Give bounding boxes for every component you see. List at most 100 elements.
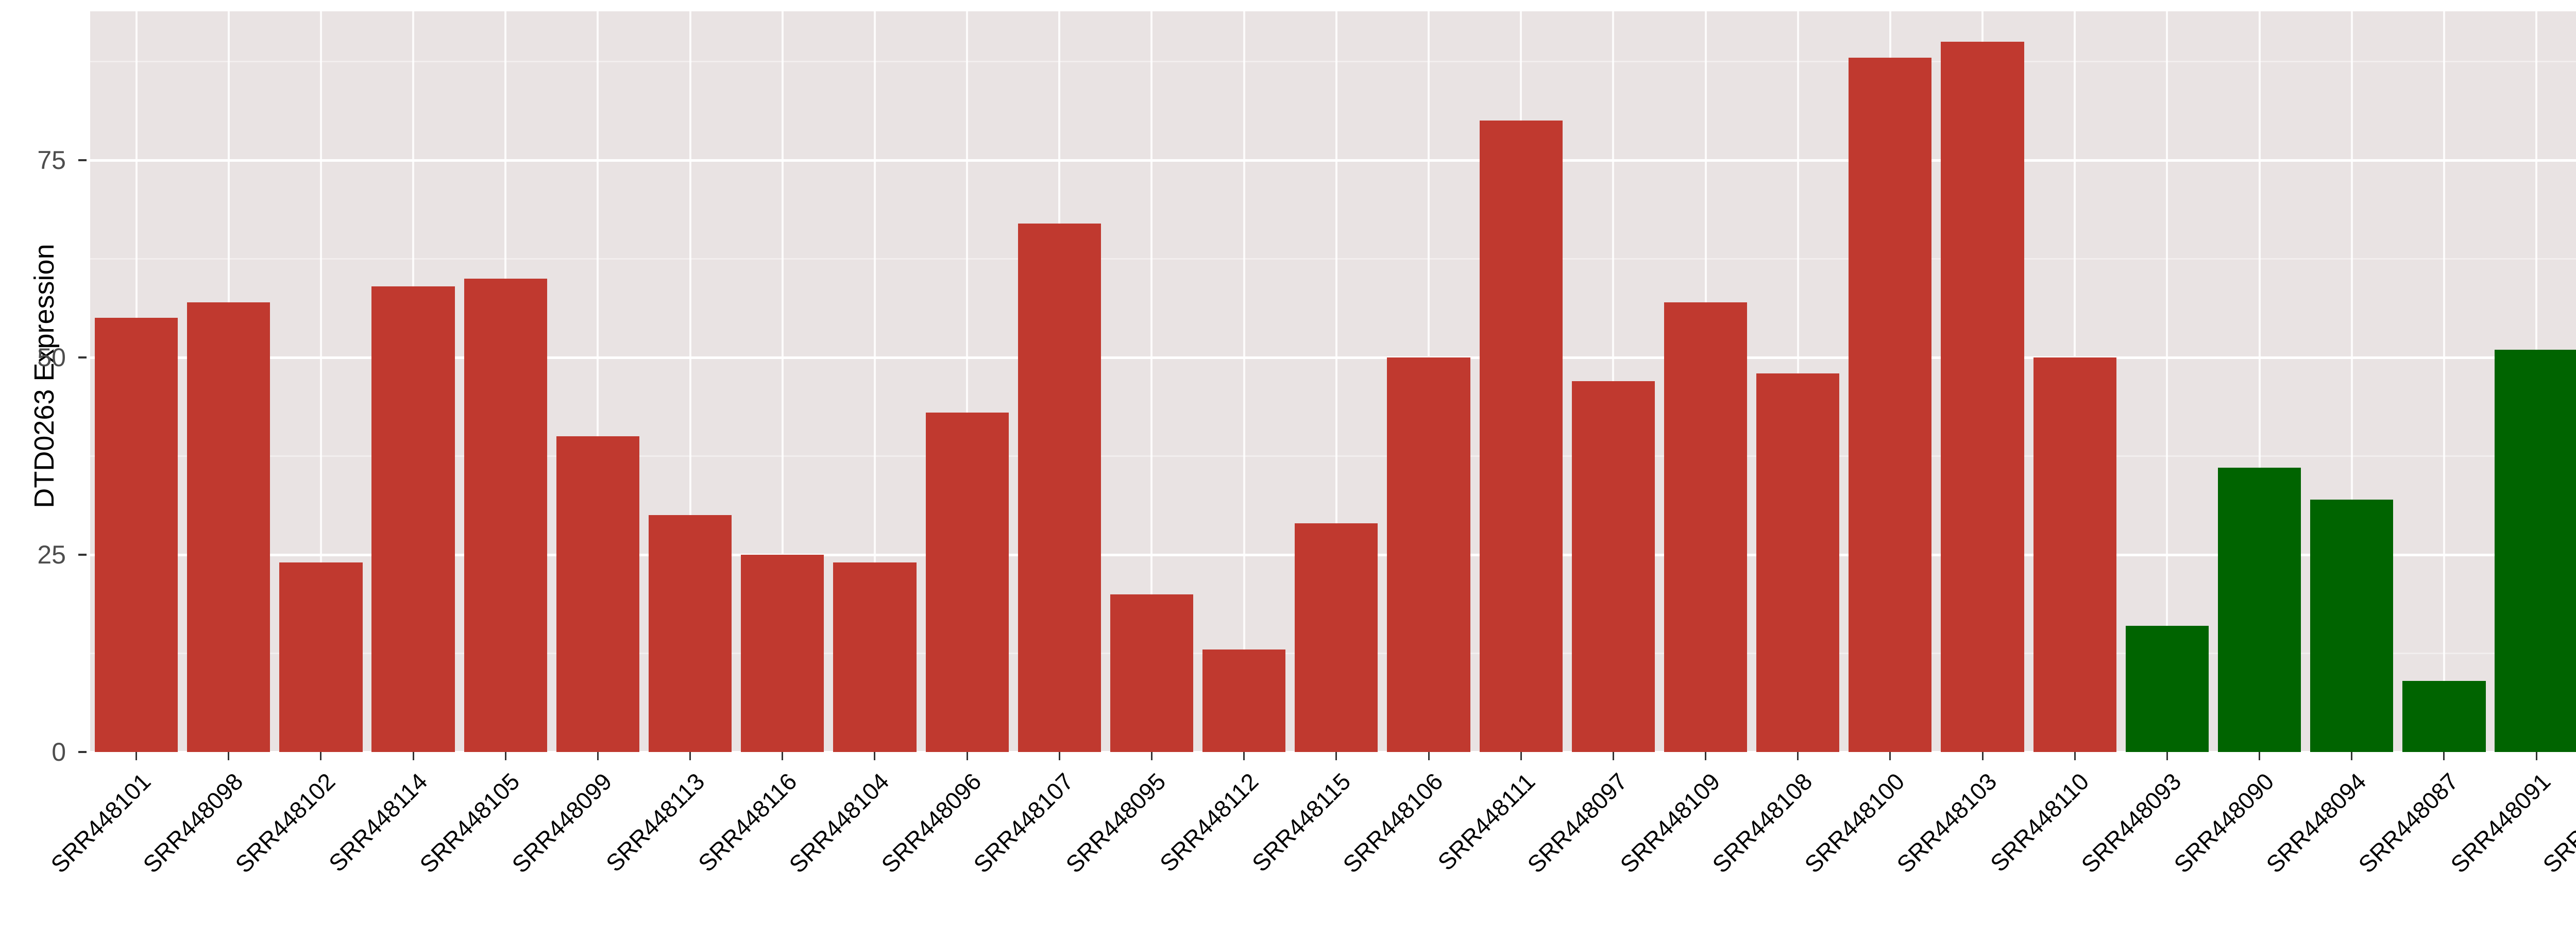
bar xyxy=(1479,121,1563,752)
x-axis-tick-mark xyxy=(320,752,322,760)
y-axis-tick-mark xyxy=(78,159,87,161)
y-axis-tick-mark xyxy=(78,356,87,358)
x-axis-tick-label: SRR448103 xyxy=(1891,767,2002,878)
bar xyxy=(1295,523,1378,752)
x-axis-tick-mark xyxy=(966,752,968,760)
grid-line-vertical xyxy=(597,11,599,752)
x-axis-tick-mark xyxy=(1058,752,1060,760)
x-axis-tick-label: SRR448098 xyxy=(138,767,248,878)
y-axis-tick-label: 0 xyxy=(52,738,66,766)
x-axis-tick-mark xyxy=(2074,752,2076,760)
x-axis-tick-label: SRR448087 xyxy=(2353,767,2464,878)
bar xyxy=(279,562,363,752)
x-axis-tick-label: SRR448105 xyxy=(414,767,525,878)
x-axis-tick-label: SRR448106 xyxy=(1337,767,1448,878)
bar xyxy=(2402,681,2486,752)
x-axis-tick-label: SRR448104 xyxy=(784,767,894,878)
x-axis-tick-mark xyxy=(782,752,784,760)
x-axis-tick-label: SRR448114 xyxy=(323,767,433,877)
x-axis-tick-mark xyxy=(1150,752,1153,760)
y-axis-tick-mark xyxy=(78,554,87,556)
x-axis-tick-mark xyxy=(135,752,138,760)
x-axis-tick-mark xyxy=(2535,752,2537,760)
bar xyxy=(1941,42,2024,752)
x-axis-tick-mark xyxy=(1335,752,1337,760)
x-axis-tick-label: SRR448113 xyxy=(600,767,710,877)
grid-line-vertical xyxy=(781,11,784,752)
x-axis-tick-label: SRR448115 xyxy=(1246,767,1356,877)
bar xyxy=(94,318,178,752)
x-axis-tick-mark xyxy=(228,752,230,760)
grid-line-vertical xyxy=(1335,11,1337,752)
grid-line-vertical xyxy=(2166,11,2168,752)
x-axis-tick-mark xyxy=(2259,752,2261,760)
bar xyxy=(1571,381,1655,752)
bar-series xyxy=(90,11,2576,752)
grid-line-vertical xyxy=(2443,11,2445,752)
bar xyxy=(2217,468,2301,752)
x-axis-tick-mark xyxy=(1797,752,1799,760)
bar xyxy=(2125,625,2209,752)
x-axis-tick-mark xyxy=(2166,752,2168,760)
x-axis-tick-mark xyxy=(1981,752,1984,760)
x-axis-tick-label: SRR448091 xyxy=(2445,767,2556,878)
y-axis-tick-mark xyxy=(78,751,87,753)
grid-line-major xyxy=(90,356,2576,359)
bar xyxy=(556,436,640,752)
grid-line-vertical xyxy=(873,11,876,752)
y-axis-title: DTD0263 Expression xyxy=(29,244,60,508)
bar xyxy=(1664,302,1748,752)
y-axis-tick-label: 75 xyxy=(37,146,66,175)
x-axis-tick-mark xyxy=(874,752,876,760)
bar xyxy=(648,515,732,752)
x-axis-tick-label: SRR448090 xyxy=(2168,767,2279,878)
bar xyxy=(925,413,1009,752)
x-axis-tick-mark xyxy=(2351,752,2353,760)
x-axis-tick-label: SRR448111 xyxy=(1432,767,1540,876)
x-axis-tick-label: SRR448108 xyxy=(1707,767,1818,878)
bar xyxy=(371,286,455,752)
x-axis-tick-mark xyxy=(1612,752,1614,760)
grid-line-vertical xyxy=(2350,11,2353,752)
grid-line-minor xyxy=(90,61,2576,62)
grid-line-major xyxy=(90,750,2576,754)
x-axis-tick-label: SRR448095 xyxy=(1060,767,1171,878)
x-axis-tick-label: SRR448097 xyxy=(1522,767,1633,878)
bar xyxy=(1110,594,1194,752)
x-axis-tick-label: SRR448102 xyxy=(230,767,341,878)
x-axis-tick-label: SRR448096 xyxy=(876,767,987,878)
x-axis-tick-mark xyxy=(1243,752,1245,760)
grid-line-vertical xyxy=(1243,11,1245,752)
bar xyxy=(2033,357,2116,752)
x-axis-tick-label: SRR448100 xyxy=(1799,767,1910,878)
x-axis-tick-label: SRR448099 xyxy=(506,767,617,878)
bar xyxy=(1756,373,1840,752)
y-axis-tick-label: 50 xyxy=(37,343,66,372)
grid-line-vertical xyxy=(2258,11,2261,752)
bar xyxy=(187,302,270,752)
x-axis-tick-mark xyxy=(2443,752,2445,760)
x-axis-tick-label: SRR448112 xyxy=(1154,767,1264,877)
x-axis-tick-mark xyxy=(1520,752,1522,760)
grid-line-vertical xyxy=(319,11,322,752)
x-axis-tick-label: SRR448110 xyxy=(1985,767,2094,877)
bar xyxy=(741,555,824,752)
x-axis-tick-label: SRR448094 xyxy=(2261,767,2371,878)
x-axis-tick-mark xyxy=(1889,752,1891,760)
bar xyxy=(2310,499,2394,752)
grid-line-minor xyxy=(90,455,2576,457)
x-axis-tick-label: SRR448109 xyxy=(1615,767,1725,878)
x-axis-tick-mark xyxy=(412,752,414,760)
x-axis-tick-label: SRR448116 xyxy=(692,767,802,877)
x-axis-tick-mark xyxy=(1428,752,1430,760)
x-axis-tick-mark xyxy=(689,752,691,760)
grid-line-minor xyxy=(90,258,2576,260)
bar xyxy=(464,278,547,752)
grid-line-vertical xyxy=(1150,11,1153,752)
grid-line-major xyxy=(90,159,2576,162)
y-axis-tick-label: 25 xyxy=(37,540,66,569)
bar xyxy=(1387,357,1470,752)
bar xyxy=(1849,57,1932,752)
x-axis-tick-mark xyxy=(1705,752,1707,760)
